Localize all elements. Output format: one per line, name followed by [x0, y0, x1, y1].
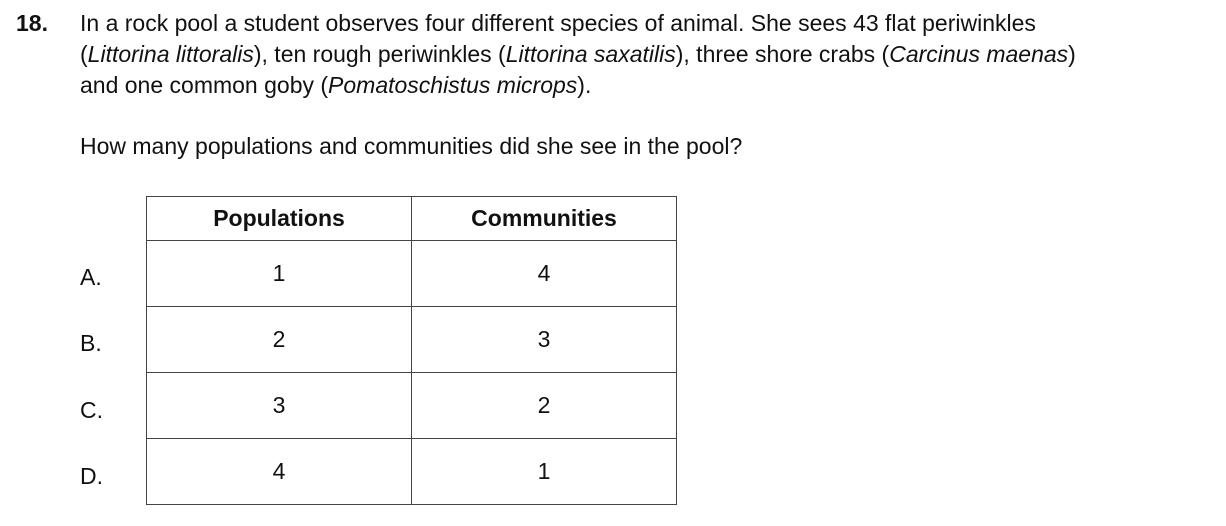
stem-text: ): [1068, 41, 1076, 67]
stem-line-3: and one common goby (Pomatoschistus micr…: [80, 70, 1220, 101]
header-populations: Populations: [146, 196, 412, 241]
species-name-shore-crab: Carcinus maenas: [889, 41, 1069, 67]
stem-text: ), ten rough periwinkles (: [253, 41, 506, 67]
table-row: 4 1: [146, 438, 677, 505]
stem-text: ).: [577, 72, 592, 98]
species-name-common-goby: Pomatoschistus microps: [328, 72, 578, 98]
stem-line-2: (Littorina littoralis), ten rough periwi…: [80, 39, 1220, 70]
option-label-b: B.: [80, 330, 102, 356]
question-stem: In a rock pool a student observes four d…: [80, 8, 1220, 101]
communities-cell: 2: [411, 372, 677, 439]
stem-line-1: In a rock pool a student observes four d…: [80, 8, 1220, 39]
communities-cell: 1: [411, 438, 677, 505]
species-name-flat-periwinkle: Littorina littoralis: [87, 41, 254, 67]
question-number: 18.: [16, 10, 48, 36]
populations-cell: 3: [146, 372, 412, 439]
option-label-c: C.: [80, 397, 103, 423]
species-name-rough-periwinkle: Littorina saxatilis: [505, 41, 676, 67]
stem-text: and one common goby (: [80, 72, 329, 98]
table-header-row: Populations Communities: [146, 196, 677, 241]
stem-text: (: [80, 41, 88, 67]
table-row: 2 3: [146, 306, 677, 373]
option-label-a: A.: [80, 264, 102, 290]
table-row: 1 4: [146, 240, 677, 307]
question-prompt: How many populations and communities did…: [80, 133, 743, 159]
communities-cell: 3: [411, 306, 677, 373]
communities-cell: 4: [411, 240, 677, 307]
table-row: 3 2: [146, 372, 677, 439]
populations-cell: 1: [146, 240, 412, 307]
stem-text: ), three shore crabs (: [675, 41, 890, 67]
populations-cell: 4: [146, 438, 412, 505]
stem-text: In a rock pool a student observes four d…: [80, 10, 1036, 36]
header-communities: Communities: [411, 196, 677, 241]
option-label-d: D.: [80, 463, 103, 489]
populations-cell: 2: [146, 306, 412, 373]
answer-table: Populations Communities 1 4 2 3 3 2 4 1: [146, 196, 677, 505]
